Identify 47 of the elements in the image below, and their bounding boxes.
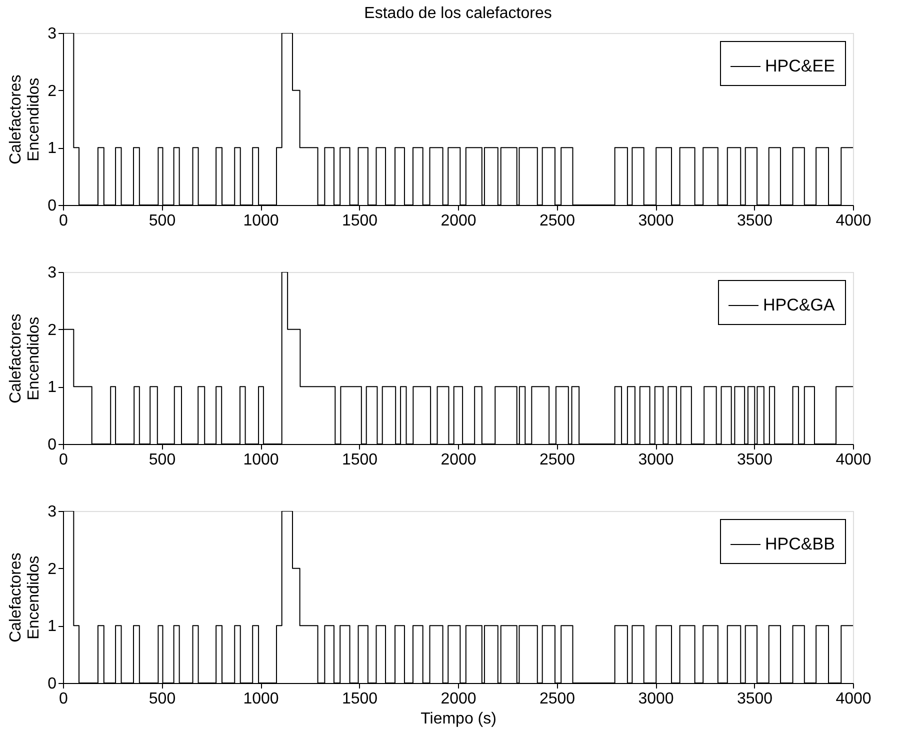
y-tick-label: 3 — [48, 504, 57, 520]
x-tick-label: 3500 — [736, 690, 773, 708]
x-tick-label: 0 — [59, 452, 68, 468]
y-tick-label: 3 — [48, 264, 57, 282]
x-tick-label: 4000 — [836, 690, 872, 708]
legend-label: HPC&EE — [765, 56, 835, 76]
x-tick-label: 1500 — [342, 452, 378, 468]
x-tick-label: 1000 — [243, 690, 279, 708]
y-axis-title: Calefactores Encendidos — [8, 552, 43, 642]
x-axis-title: Tiempo (s) — [420, 710, 496, 728]
y-tick-label: 2 — [48, 322, 57, 339]
x-tick-label: 2000 — [440, 212, 476, 230]
x-tick-label: 3000 — [638, 452, 674, 468]
x-tick-label: 0 — [59, 212, 68, 230]
y-axis-title: Calefactores Encendidos — [8, 314, 43, 404]
x-tick-label: 4000 — [836, 212, 872, 230]
x-tick-label: 1000 — [243, 212, 279, 230]
legend-label: HPC&GA — [763, 296, 836, 314]
y-tick-label: 2 — [48, 82, 57, 100]
y-tick-label: 1 — [48, 140, 57, 158]
x-tick-label: 3500 — [736, 212, 773, 230]
x-tick-label: 2500 — [539, 690, 576, 708]
x-tick-label: 500 — [148, 212, 176, 230]
chart-title: Estado de los calefactores — [364, 5, 552, 22]
x-tick-label: 2500 — [539, 212, 576, 230]
x-tick-label: 3000 — [638, 690, 674, 708]
y-tick-label: 0 — [48, 676, 57, 692]
x-tick-label: 1500 — [342, 212, 378, 230]
x-tick-label: 2000 — [440, 452, 476, 468]
x-tick-label: 3500 — [736, 452, 773, 468]
y-tick-label: 0 — [48, 436, 57, 454]
y-tick-label: 2 — [48, 560, 57, 578]
y-tick-label: 1 — [48, 618, 57, 636]
x-tick-label: 4000 — [836, 452, 872, 468]
x-tick-label: 500 — [148, 452, 176, 468]
legend-label: HPC&BB — [765, 534, 835, 554]
x-tick-label: 2000 — [440, 690, 476, 708]
x-tick-label: 3000 — [638, 212, 674, 230]
x-tick-label: 0 — [59, 690, 68, 708]
y-tick-label: 1 — [48, 379, 57, 396]
x-tick-label: 2500 — [539, 452, 576, 468]
y-axis-title: Calefactores Encendidos — [8, 74, 43, 164]
x-tick-label: 500 — [148, 690, 176, 708]
y-tick-label: 0 — [48, 198, 57, 214]
x-tick-label: 1500 — [342, 690, 378, 708]
y-tick-label: 3 — [48, 26, 57, 42]
x-tick-label: 1000 — [243, 452, 279, 468]
